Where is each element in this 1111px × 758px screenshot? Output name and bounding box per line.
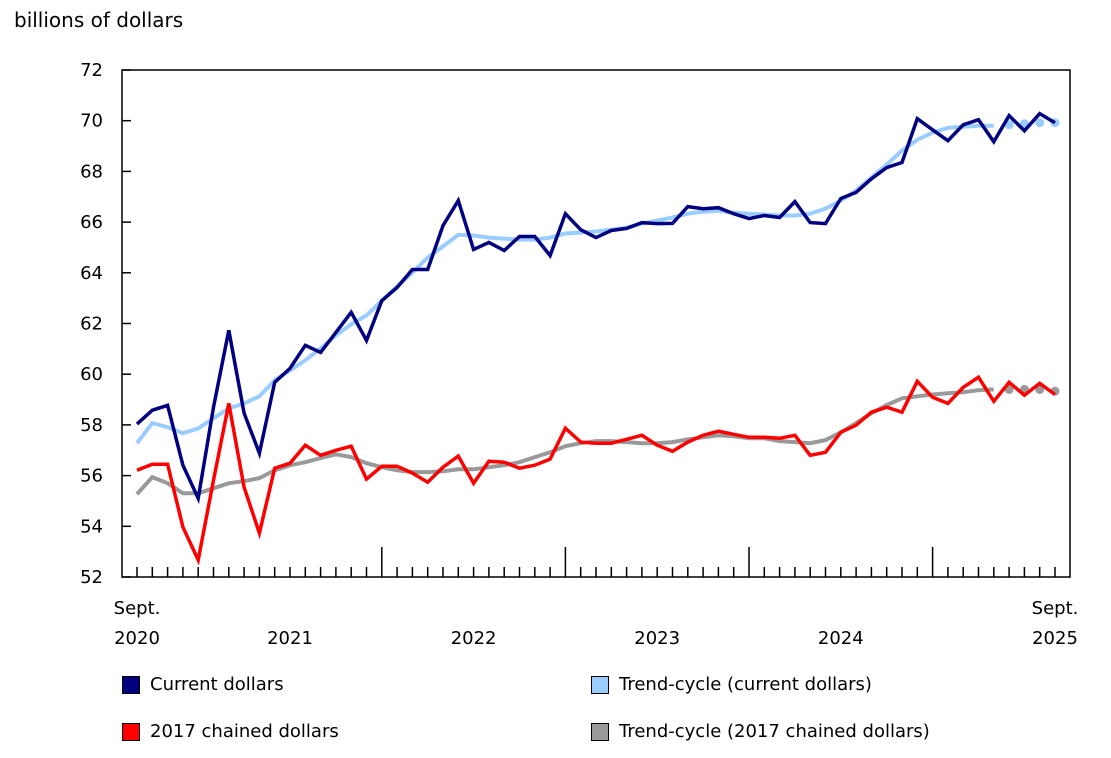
y-axis-title: billions of dollars [14,8,184,32]
legend-label: Trend-cycle (2017 chained dollars) [619,721,930,742]
legend-label: 2017 chained dollars [150,721,339,742]
x-tick-label: 2021 [267,628,313,649]
x-tick-label: 2020 [114,628,160,649]
y-tick-label: 72 [80,60,103,81]
legend-swatch [591,675,609,694]
x-tick-label: Sept. [114,598,161,619]
legend-item-current-dollars: Current dollars [122,674,284,695]
legend-label: Trend-cycle (current dollars) [619,674,872,695]
x-tick-label: 2024 [818,628,864,649]
series-point-trend-cycle-current-dollars [1035,118,1045,128]
legend-item-trend-chained: Trend-cycle (2017 chained dollars) [591,721,930,742]
series-line-current-dollars [135,111,1056,505]
legend-label: Current dollars [150,674,284,695]
legend-item-trend-current: Trend-cycle (current dollars) [591,674,872,695]
y-tick-label: 66 [80,212,103,233]
x-tick-label: 2022 [451,628,497,649]
x-tick-label: 2023 [634,628,680,649]
y-tick-label: 62 [80,314,103,335]
y-tick-label: 64 [80,263,103,284]
series-line-trend-cycle-current-dollars [135,123,994,445]
series-line-trend-cycle-2017-chained-dollars [135,387,994,496]
legend-swatch [591,722,609,741]
legend-swatch [122,675,140,694]
y-tick-label: 60 [80,364,103,385]
y-tick-label: 68 [80,161,103,182]
x-tick-label: 2025 [1032,628,1078,649]
plot-frame [121,69,1071,578]
y-tick-label: 56 [80,466,103,487]
x-tick-label: Sept. [1032,598,1079,619]
y-tick-label: 52 [80,567,103,588]
legend-item-chained-dollars: 2017 chained dollars [122,721,339,742]
legend-swatch [122,722,140,741]
y-tick-label: 70 [80,111,103,132]
y-tick-label: 54 [80,516,103,537]
y-tick-label: 58 [80,415,103,436]
series-line-2017-chained-dollars [136,374,1057,566]
